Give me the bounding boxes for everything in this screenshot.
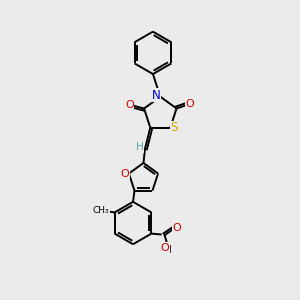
Text: O: O	[185, 98, 194, 109]
Text: H: H	[136, 142, 143, 152]
Text: O: O	[125, 100, 134, 110]
Text: CH₃: CH₃	[92, 206, 109, 215]
Text: O: O	[172, 223, 182, 233]
Text: S: S	[170, 121, 178, 134]
Text: O: O	[120, 169, 129, 178]
Text: H: H	[164, 244, 172, 254]
Text: O: O	[161, 243, 170, 253]
Text: N: N	[152, 89, 161, 102]
